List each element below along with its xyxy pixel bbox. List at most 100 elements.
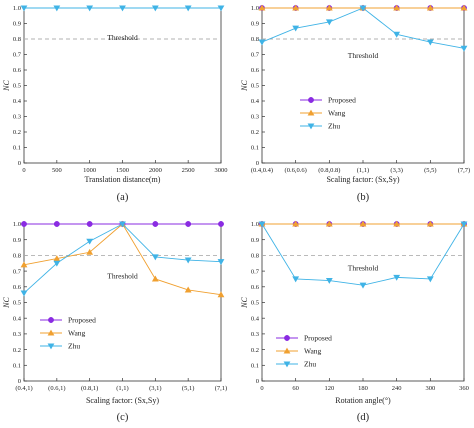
- series-wang: [20, 220, 225, 298]
- x-tick-label: 1500: [116, 167, 129, 174]
- panel-caption: (a): [117, 192, 129, 203]
- y-tick-label: 0.1: [251, 363, 259, 370]
- y-tick-label: 0.1: [251, 145, 259, 152]
- y-tick-label: 0.7: [251, 52, 260, 59]
- x-axis-title: Scaling factor: (Sx,Sy): [326, 175, 399, 184]
- data-point-zhu: [258, 39, 266, 46]
- series-line-wang: [23, 223, 222, 296]
- legend-marker-zhu: [307, 123, 315, 130]
- legend-marker-wang: [307, 109, 315, 116]
- x-tick-label: 180: [358, 385, 368, 392]
- threshold-label: Threshold: [348, 51, 379, 60]
- plot-frame: [23, 7, 222, 164]
- x-tick-label: (3,1): [149, 385, 161, 392]
- data-point-wang: [426, 4, 434, 11]
- data-point-proposed: [21, 221, 27, 227]
- y-axis-title: NC: [240, 80, 249, 92]
- data-point-wang: [292, 220, 300, 227]
- data-point-proposed: [53, 221, 60, 227]
- data-point-wang: [53, 255, 61, 262]
- data-point-proposed: [185, 221, 192, 227]
- y-tick-label: 0.2: [13, 129, 21, 136]
- legend-label-zhu: Zhu: [304, 360, 316, 369]
- y-tick-label: 0.3: [251, 331, 259, 338]
- x-tick-label: (0.6,0.6): [285, 167, 307, 174]
- data-point-zhu: [217, 5, 225, 12]
- data-point-wang: [292, 4, 300, 11]
- x-axis-title: Scaling factor: (Sx,Sy): [86, 396, 159, 405]
- data-point-zhu: [426, 39, 434, 46]
- y-tick-label: 0.1: [13, 145, 21, 152]
- data-point-wang: [393, 4, 401, 11]
- y-tick-label: 0.5: [251, 300, 259, 307]
- threshold-label: Threshold: [107, 33, 138, 42]
- y-tick-label: 0.6: [13, 284, 22, 291]
- y-tick-label: 0.5: [251, 83, 259, 90]
- y-tick-label: 0.5: [13, 83, 21, 90]
- y-tick-label: 0.3: [13, 114, 21, 121]
- y-tick-label: 0.6: [13, 67, 22, 74]
- y-axis-title: NC: [2, 297, 11, 309]
- data-point-zhu: [151, 5, 159, 12]
- data-point-zhu: [292, 276, 300, 283]
- series-line-zhu: [261, 223, 465, 286]
- legend-label-proposed: Proposed: [68, 316, 96, 325]
- plot-frame: [261, 7, 465, 164]
- data-point-zhu: [86, 5, 94, 12]
- x-tick-label: (5,1): [182, 385, 194, 392]
- data-point-zhu: [184, 257, 192, 264]
- y-tick-label: 0: [256, 378, 259, 385]
- y-tick-label: 1.0: [251, 221, 259, 228]
- x-tick-label: 360: [459, 385, 469, 392]
- y-tick-label: 1.0: [13, 221, 21, 228]
- x-tick-label: 2000: [149, 167, 162, 174]
- data-point-zhu: [393, 31, 401, 38]
- series-wang: [258, 220, 468, 227]
- data-point-zhu: [151, 254, 159, 261]
- x-tick-label: (0.6,1): [48, 385, 65, 392]
- y-tick-label: 0.4: [13, 315, 22, 322]
- threshold-label: Threshold: [348, 263, 379, 272]
- data-point-proposed: [218, 221, 224, 227]
- legend-marker-zhu: [283, 361, 291, 368]
- y-tick-label: 0.1: [13, 363, 21, 370]
- y-axis-title: NC: [2, 80, 11, 92]
- y-tick-label: 1.0: [251, 5, 259, 12]
- legend-label-wang: Wang: [304, 347, 322, 356]
- data-point-zhu: [393, 274, 401, 281]
- x-tick-label: 0: [260, 385, 263, 392]
- chart-panel-d: 0 0.1 0.2 0.3 0.4 0.5 0.6 0.7 0.8 0.9 1.0 0 60 120 180…: [240, 220, 469, 423]
- chart-panel-a: 0 0.1 0.2 0.3 0.4 0.5 0.6 0.7 0.8 0.9 1.0 0 500 1000 1…: [2, 5, 228, 203]
- x-tick-label: (7,1): [215, 385, 227, 392]
- y-tick-label: 0.9: [251, 237, 259, 244]
- legend-marker-proposed: [308, 97, 314, 103]
- data-point-wang: [393, 220, 401, 227]
- data-point-zhu: [20, 5, 28, 12]
- y-tick-label: 0.8: [251, 36, 259, 43]
- y-tick-label: 0.9: [13, 21, 21, 28]
- data-point-zhu: [86, 238, 94, 245]
- x-tick-label: (1,1): [357, 167, 369, 174]
- y-tick-label: 0.4: [251, 315, 260, 322]
- legend-label-wang: Wang: [328, 109, 346, 118]
- series-line-zhu: [261, 7, 465, 49]
- y-tick-label: 0.6: [251, 284, 260, 291]
- series-zhu: [20, 221, 225, 297]
- data-point-zhu: [258, 221, 266, 228]
- data-point-wang: [325, 4, 333, 11]
- chart-panel-c: 0 0.1 0.2 0.3 0.4 0.5 0.6 0.7 0.8 0.9 1.0 (0.4,1) (0…: [2, 220, 227, 423]
- data-point-zhu: [53, 260, 61, 267]
- y-tick-label: 0: [256, 160, 259, 167]
- y-tick-label: 0.9: [13, 237, 21, 244]
- chart-legend: Proposed Wang Zhu: [40, 316, 96, 351]
- series-zhu: [258, 5, 468, 52]
- x-tick-label: 1000: [83, 167, 96, 174]
- data-point-zhu: [460, 45, 468, 52]
- data-point-wang: [460, 4, 468, 11]
- y-tick-label: 0.8: [251, 253, 259, 260]
- series-zhu: [20, 5, 225, 12]
- data-point-zhu: [217, 259, 225, 266]
- data-point-zhu: [426, 276, 434, 283]
- data-point-wang: [184, 286, 192, 293]
- x-tick-label: (0.8,1): [81, 385, 98, 392]
